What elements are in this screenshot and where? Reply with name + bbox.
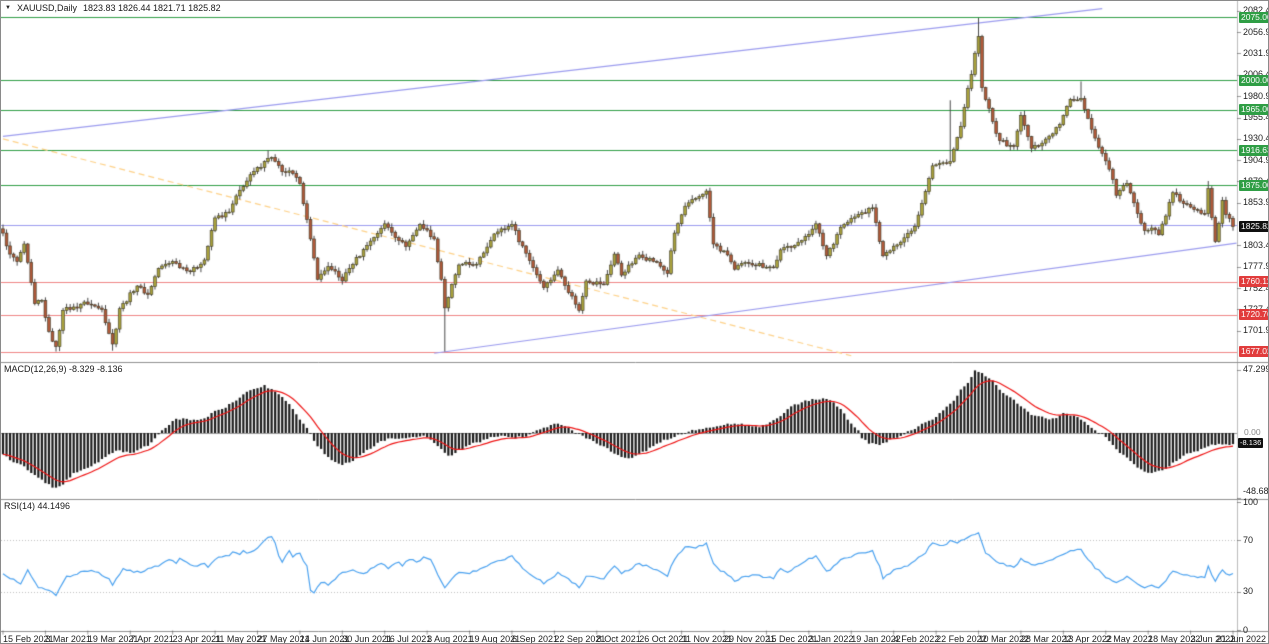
- trading-chart-window: ▼ XAUUSD,Daily 1823.83 1826.44 1821.71 1…: [0, 0, 1269, 644]
- chart-canvas[interactable]: [1, 1, 1268, 643]
